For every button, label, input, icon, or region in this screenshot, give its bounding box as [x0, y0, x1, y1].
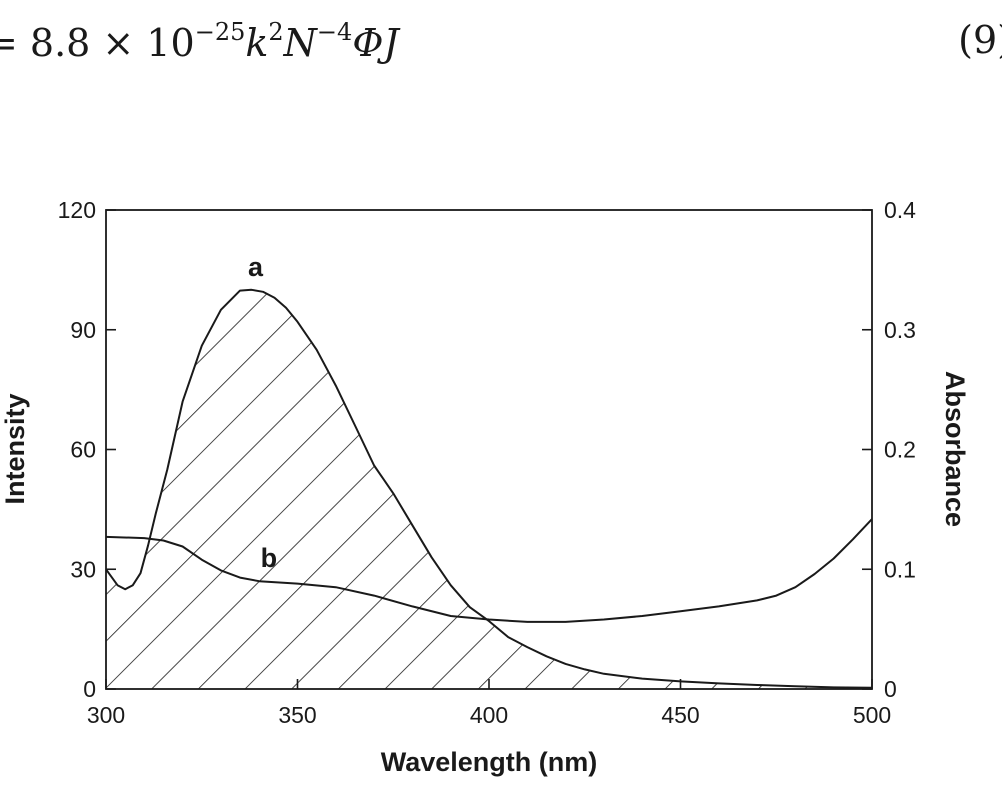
x-tick-label: 450	[661, 702, 699, 728]
y-tick-label: 60	[70, 437, 96, 463]
y2-tick-label: 0.2	[884, 437, 916, 463]
series-a-label: a	[248, 252, 264, 282]
series-a-line	[106, 288, 872, 689]
x-tick-label: 400	[470, 702, 508, 728]
series-b-label: b	[261, 543, 278, 573]
series-a-hatched-area	[106, 289, 872, 689]
y-axis-title: Intensity	[0, 393, 30, 504]
y-tick-label: 120	[58, 197, 96, 223]
y2-tick-label: 0	[884, 676, 897, 702]
y-tick-label: 0	[83, 676, 96, 702]
y-tick-label: 30	[70, 556, 96, 582]
y2-tick-label: 0.4	[884, 197, 916, 223]
y2-axis-title: Absorbance	[940, 371, 970, 527]
x-axis-title: Wavelength (nm)	[381, 747, 598, 777]
x-tick-label: 300	[87, 702, 125, 728]
series-b-line	[106, 518, 872, 623]
x-tick-label: 350	[278, 702, 316, 728]
equation: = 8.8 × 10−25k2N−4ΦJ (9)	[0, 18, 1002, 68]
equation-formula: = 8.8 × 10−25k2N−4ΦJ	[0, 18, 399, 65]
equation-number: (9)	[958, 18, 1002, 62]
x-tick-label: 500	[853, 702, 891, 728]
y-tick-label: 90	[70, 317, 96, 343]
y2-tick-label: 0.3	[884, 317, 916, 343]
y2-tick-label: 0.1	[884, 556, 916, 582]
